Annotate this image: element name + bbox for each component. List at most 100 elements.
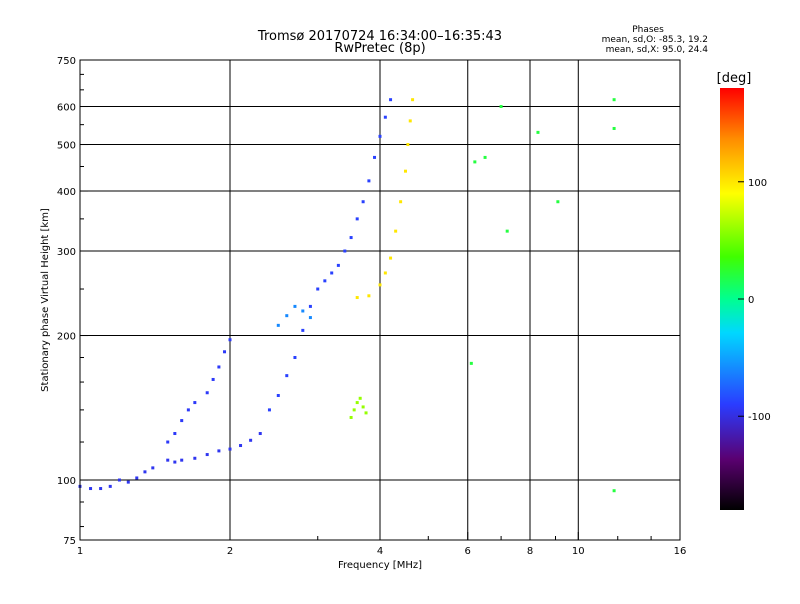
echo-point [408,119,412,123]
grid [80,60,680,540]
y-axis-ticks: 75 100 200 300 400 500 600 750 [57,56,88,547]
echo-point [258,432,262,436]
echo-point [355,217,359,221]
y-tick-label: 100 [57,476,76,487]
echo-point [143,470,147,474]
echo-point [343,249,347,253]
echo-point [267,408,271,412]
echo-point [301,309,305,313]
echo-point [612,126,616,130]
phase-info-title: Phases [632,25,664,35]
echo-point [180,458,184,462]
echo-point [364,411,368,415]
data-points [78,98,616,493]
x-tick-label: 16 [674,546,687,557]
echo-point [389,98,393,102]
echo-point [349,236,353,240]
echo-point [367,179,371,183]
echo-point [193,456,197,460]
colorbar-ticks: 100 0 -100 [738,178,771,423]
echo-point [499,105,503,109]
y-tick-label: 200 [57,332,76,343]
echo-point [223,350,227,354]
echo-point [135,476,139,480]
colorbar-tick-label: 0 [748,295,754,306]
echo-point [285,374,289,378]
y-tick-label: 300 [57,247,76,258]
echo-point [205,391,209,395]
y-tick-label: 400 [57,187,76,198]
x-tick-label: 8 [527,546,533,557]
echo-point [308,304,312,308]
colorbar-tick-label: 100 [748,178,767,189]
echo-point [180,419,184,423]
echo-point [378,134,382,138]
echo-point [505,229,509,233]
echo-point [373,155,377,159]
echo-point [99,487,103,491]
echo-point [89,487,93,491]
echo-point [205,453,209,457]
colorbar-tick-label: -100 [748,412,771,423]
echo-point [411,98,415,102]
echo-point [383,115,387,119]
y-axis-label: Stationary phase Virtual Height [km] [40,208,51,392]
echo-point [612,489,616,493]
echo-point [389,256,393,260]
echo-point [126,480,130,484]
echo-point [352,408,356,412]
phase-info-x: mean, sd,X: 95.0, 24.4 [606,45,709,55]
echo-point [367,294,371,298]
echo-point [473,160,477,164]
x-tick-label: 1 [77,546,83,557]
echo-point [166,458,170,462]
echo-point [217,449,221,453]
echo-point [361,405,365,409]
x-axis-label: Frequency [MHz] [338,560,422,571]
echo-point [536,130,540,134]
colorbar-label: [deg] [717,71,752,86]
echo-point [349,415,353,419]
echo-point [394,229,398,233]
echo-point [108,484,112,488]
echo-point [228,338,232,342]
echo-point [186,408,190,412]
echo-point [308,316,312,320]
echo-point [361,200,365,204]
x-tick-label: 10 [572,546,585,557]
x-tick-label: 2 [227,546,233,557]
y-tick-label: 75 [63,536,76,547]
echo-point [301,328,305,332]
echo-point [330,271,334,275]
echo-point [293,355,297,359]
echo-point [355,401,359,405]
echo-point [378,283,382,287]
echo-point [355,296,359,300]
echo-point [323,279,327,283]
echo-point [228,447,232,451]
x-tick-label: 4 [377,546,383,557]
echo-point [117,478,121,482]
x-tick-label: 6 [465,546,471,557]
phase-info-o: mean, sd,O: -85.3, 19.2 [602,35,708,45]
echo-point [249,438,253,442]
echo-point [293,304,297,308]
echo-point [276,323,280,327]
echo-point [612,98,616,102]
echo-point [166,440,170,444]
echo-point [403,169,407,173]
echo-point [483,155,487,159]
echo-point [285,314,289,318]
echo-point [399,200,403,204]
echo-point [406,143,410,147]
echo-point [211,377,215,381]
echo-point [358,396,362,400]
echo-point [239,444,243,448]
echo-point [336,263,340,267]
x-axis-ticks: 1 2 4 6 8 10 16 [77,532,687,557]
echo-point [556,200,560,204]
y-tick-label: 600 [57,103,76,114]
echo-point [316,287,320,291]
